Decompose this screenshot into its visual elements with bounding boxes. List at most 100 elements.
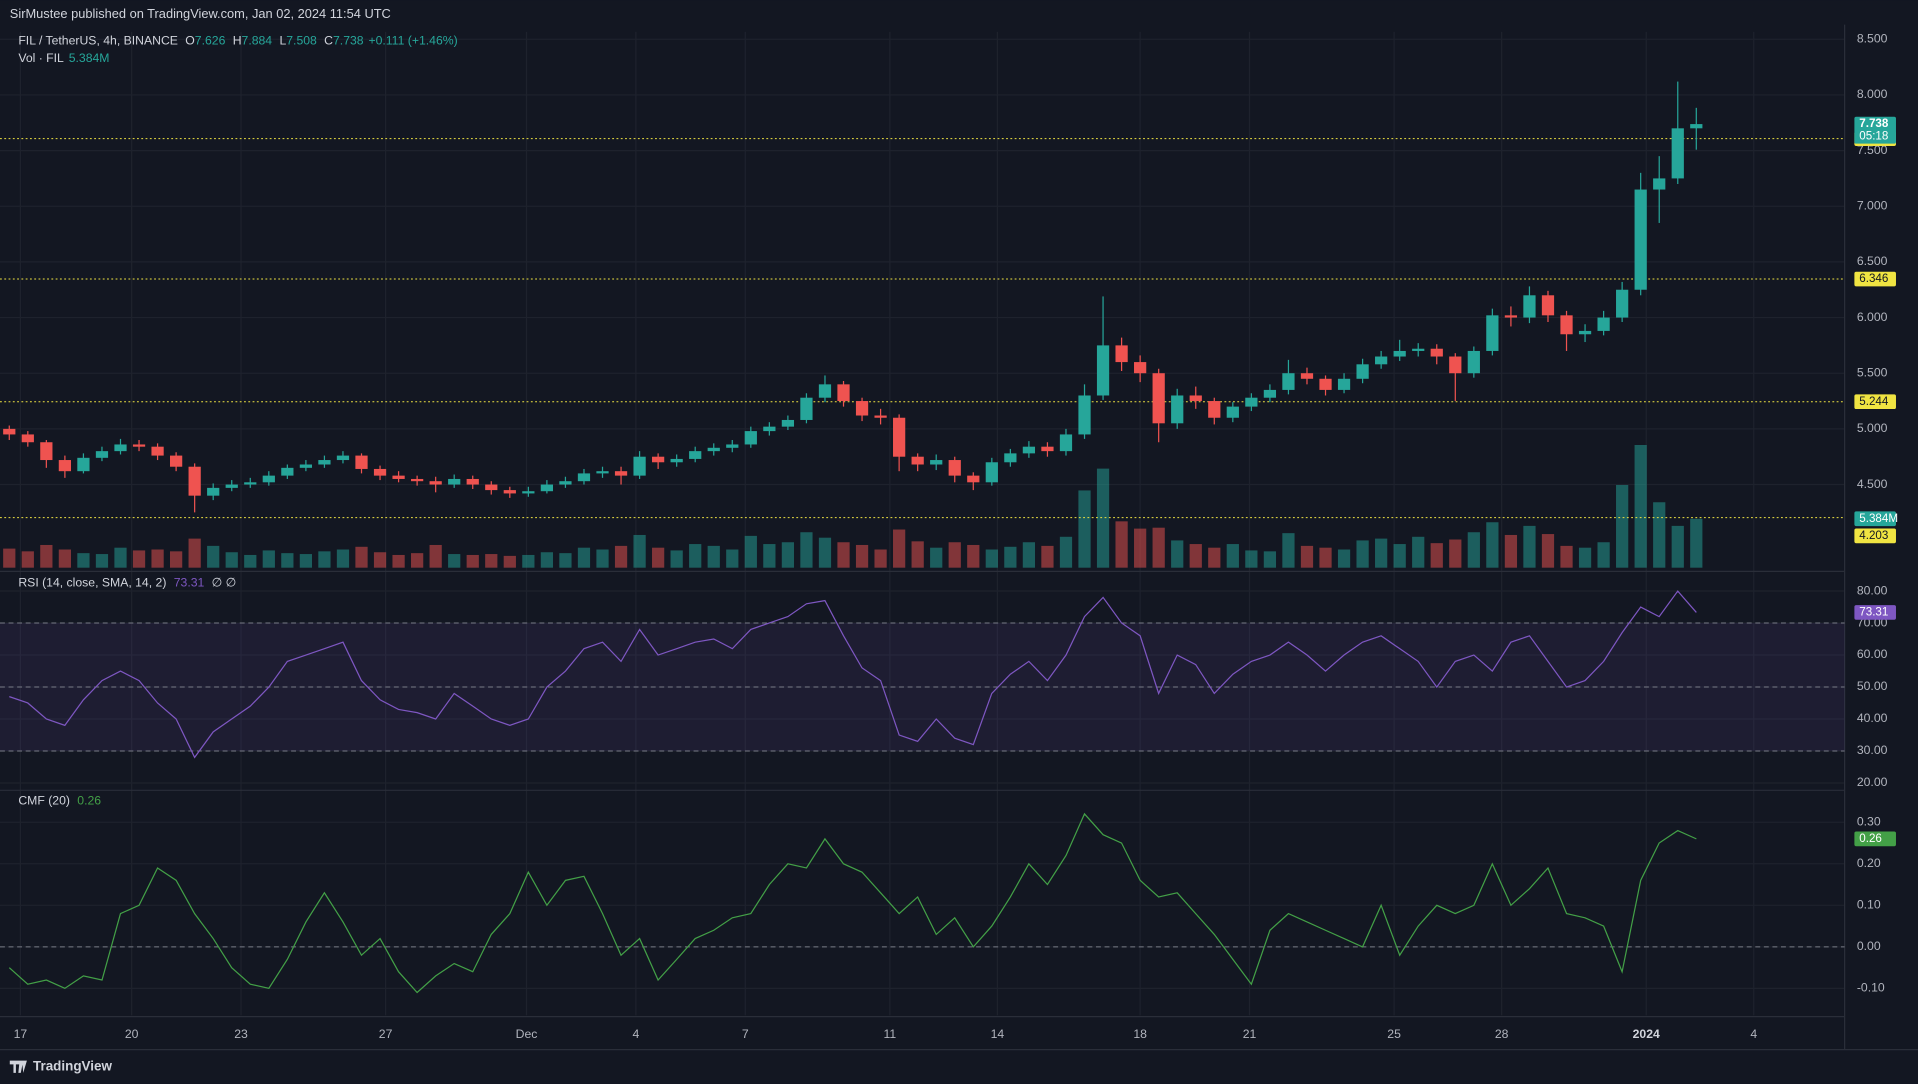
candle-body <box>818 384 832 398</box>
volume-title: Vol · FIL <box>18 51 64 65</box>
volume-bar <box>58 549 72 568</box>
legend-title: FIL / TetherUS, 4h, BINANCE <box>18 34 178 48</box>
y-tick-label: 80.00 <box>1857 583 1888 597</box>
y-tick-label: 6.500 <box>1857 254 1888 268</box>
x-tick-label: 20 <box>125 1027 139 1041</box>
volume-bar <box>503 555 516 568</box>
volume-bar <box>1263 551 1277 568</box>
candle-body <box>1412 348 1425 351</box>
volume-bar <box>1356 540 1369 568</box>
volume-bar <box>1004 546 1017 568</box>
countdown: 05:18 <box>1859 129 1888 142</box>
candle-body <box>170 455 183 467</box>
price-tag <box>1854 605 1896 620</box>
candle-body <box>652 456 665 463</box>
volume-bar <box>967 544 980 568</box>
price-tag-label: 73.31 <box>1859 605 1888 618</box>
volume-bar <box>1078 490 1091 568</box>
candle-body <box>874 415 887 418</box>
candle-body <box>1096 345 1110 396</box>
candle-body <box>21 434 34 443</box>
y-tick-label: 8.500 <box>1857 32 1888 46</box>
volume-bar <box>670 550 683 568</box>
volume-bar <box>1226 544 1239 568</box>
legend-change: +0.111 (+1.46%) <box>368 34 457 48</box>
volume-bar <box>1245 550 1258 568</box>
candle-body <box>1504 315 1518 318</box>
x-tick-label: 11 <box>884 1027 897 1041</box>
candle-body <box>411 478 424 482</box>
volume-bar <box>763 544 776 568</box>
x-tick-label: 14 <box>991 1027 1005 1041</box>
candle-body <box>1171 395 1184 424</box>
volume-bar <box>1171 540 1184 568</box>
legend-key: L <box>279 34 286 48</box>
volume-bar <box>1523 525 1536 568</box>
y-tick-label: 5.000 <box>1857 421 1888 435</box>
volume-bar <box>3 548 16 568</box>
volume-bar <box>1337 549 1351 568</box>
volume-bar <box>1208 547 1221 568</box>
volume-bar <box>188 538 201 568</box>
volume-bar <box>633 534 646 568</box>
candle-body <box>855 401 869 416</box>
volume-bar <box>744 535 757 568</box>
volume-bar <box>559 553 572 568</box>
candle-body <box>299 464 313 468</box>
volume-bar <box>77 553 90 568</box>
candle-body <box>670 458 683 463</box>
candle-body <box>373 468 387 476</box>
volume-bar <box>281 553 294 568</box>
candle-body <box>596 471 609 474</box>
candle-body <box>1189 395 1202 402</box>
indicator-extra: ∅ ∅ <box>212 576 237 590</box>
candle-body <box>1282 373 1295 390</box>
candle-body <box>1115 345 1128 363</box>
candle-body <box>707 447 720 452</box>
candle-body <box>1022 446 1036 454</box>
candle-body <box>1152 373 1165 424</box>
volume-bar <box>1597 542 1610 568</box>
volume-bar <box>262 550 275 568</box>
candle-body <box>1041 446 1054 452</box>
x-tick-label: 27 <box>379 1027 393 1041</box>
candle-body <box>1671 128 1684 179</box>
volume-bar <box>1300 545 1314 568</box>
candle-body <box>1263 389 1277 398</box>
volume-bar <box>726 549 739 568</box>
volume-bar <box>522 554 535 568</box>
candle-body <box>77 457 90 472</box>
candle-body <box>188 466 201 496</box>
candle-body <box>1337 378 1351 390</box>
volume-bar <box>1560 545 1573 568</box>
candle-body <box>1059 434 1073 452</box>
candle-body <box>1634 189 1647 290</box>
volume-bar <box>855 544 869 568</box>
legend-value: 7.508 <box>286 34 317 48</box>
volume-bar <box>225 552 238 568</box>
x-tick-label: 2024 <box>1633 1027 1660 1041</box>
y-tick-label: 20.00 <box>1857 775 1888 789</box>
y-tick-label: 0.10 <box>1857 898 1881 912</box>
legend-value: 7.884 <box>242 34 273 48</box>
price-tag-label: 4.203 <box>1859 529 1888 542</box>
volume-bar <box>707 545 720 568</box>
volume-bar <box>132 550 146 568</box>
price-tag <box>1854 528 1896 544</box>
volume-bar <box>207 545 220 568</box>
candle-body <box>614 471 628 476</box>
candle-body <box>1356 364 1369 379</box>
candle-body <box>1430 348 1443 357</box>
last-price: 7.738 <box>1859 117 1889 130</box>
candle-body <box>1560 315 1573 335</box>
volume-bar <box>151 549 164 568</box>
y-tick-label: 30.00 <box>1857 743 1888 757</box>
candle-body <box>1226 406 1239 418</box>
volume-bar <box>1393 544 1406 568</box>
volume-bar <box>781 542 795 568</box>
candle-body <box>577 473 591 482</box>
volume-bar <box>1189 544 1202 568</box>
volume-bar <box>1671 525 1684 568</box>
candle-body <box>132 444 146 447</box>
volume-bar <box>355 546 368 568</box>
